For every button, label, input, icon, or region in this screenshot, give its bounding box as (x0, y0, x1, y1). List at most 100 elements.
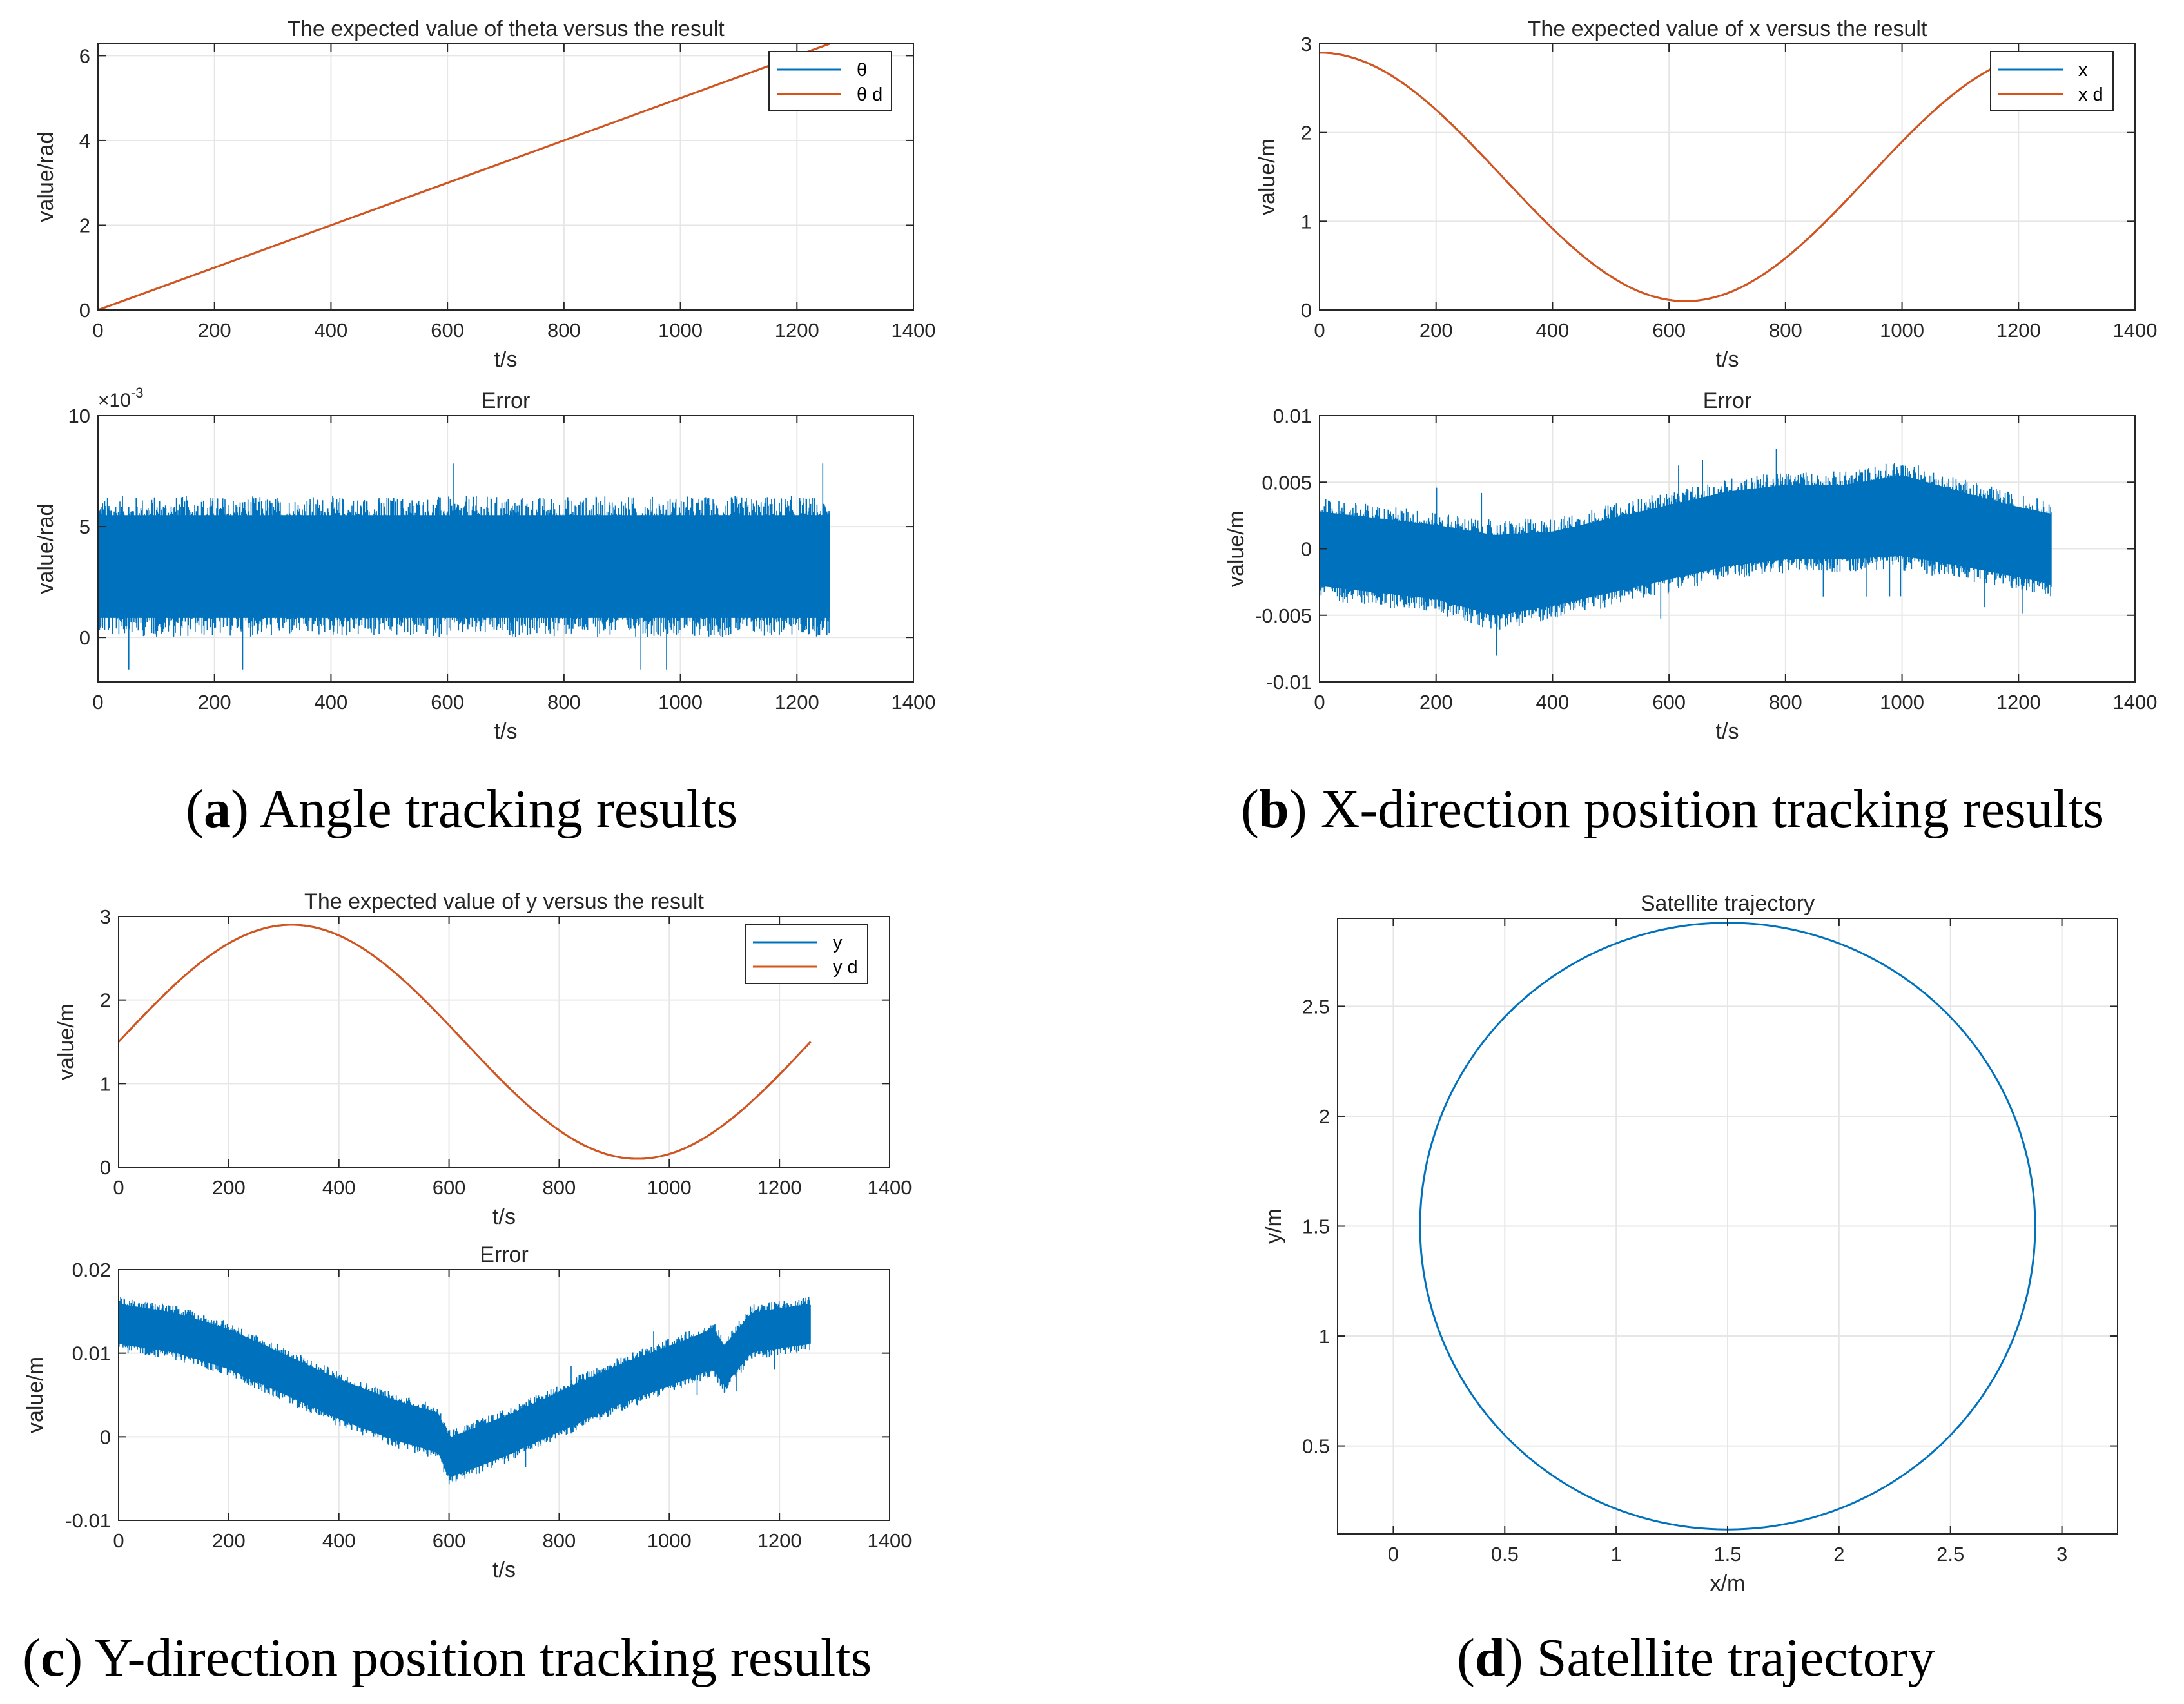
x-tick-label: 1400 (2113, 319, 2158, 342)
x-tick-label: 1000 (647, 1176, 692, 1199)
y-axis-label: value/m (54, 1003, 79, 1080)
x-tick-label: 1000 (658, 319, 703, 342)
legend-label-1: θ d (857, 84, 882, 105)
x-tick-label: 400 (315, 691, 348, 713)
x-tick-label: 1200 (1996, 319, 2041, 342)
y-tick-label: 0 (1301, 538, 1312, 561)
y-axis-label: value/m (1224, 510, 1249, 587)
axes-box (97, 43, 914, 311)
x-tick-label: 200 (198, 319, 231, 342)
x-tick-label: 200 (1419, 691, 1453, 713)
y-tick-label: 2 (1301, 122, 1312, 144)
x-tick-label: 800 (547, 691, 581, 713)
legend: θ θ d (768, 51, 892, 111)
x-tick-label: 800 (1769, 319, 1802, 342)
x-axis-label: t/s (492, 1558, 516, 1582)
y-tick-label: 6 (79, 44, 90, 67)
x-tick-label: 600 (1652, 691, 1686, 713)
x-tick-label: 200 (1419, 319, 1453, 342)
y-tick-label: 0 (100, 1156, 111, 1179)
x-axis-label: t/s (1716, 347, 1739, 372)
x-tick-label: 1400 (868, 1529, 912, 1552)
caption-a-letter: a (204, 779, 231, 839)
legend-label-0: y (833, 933, 843, 953)
x-tick-label: 0 (1314, 319, 1325, 342)
x-tick-label: 1200 (757, 1529, 802, 1552)
data-layer (1320, 449, 2052, 656)
y-tick-label: 2 (79, 214, 90, 237)
y-tick-label: 0 (79, 299, 90, 322)
x-tick-label: 400 (322, 1529, 356, 1552)
chart-title: Satellite trajectory (1641, 891, 1815, 916)
y-tick-label: 10 (68, 405, 90, 427)
x-tick-label: 1000 (658, 691, 703, 713)
y-tick-label: 0 (79, 626, 90, 649)
x-axis-label: t/s (494, 347, 518, 372)
error-series-line (98, 463, 830, 670)
legend: x x d (1990, 51, 2114, 111)
axes-box (118, 1269, 890, 1521)
chart-title: Error (482, 389, 531, 413)
axes-box (1319, 43, 2136, 311)
chart-title: The expected value of theta versus the r… (287, 17, 725, 41)
caption-c-letter: c (41, 1628, 64, 1688)
series-line-1 (1320, 52, 2052, 302)
caption-c: (c) Y-direction position tracking result… (23, 1628, 872, 1688)
chart-d: 0 0.5 1 1.5 2 2.5 3 0.5 1 1.5 2 2.5 Satellite trajec… (1262, 891, 2118, 1596)
y-tick-label: 0 (100, 1426, 111, 1448)
data-layer (119, 924, 812, 1160)
legend-box (768, 51, 892, 111)
x-tick-label: 400 (1536, 691, 1570, 713)
x-tick-label: 1200 (775, 691, 819, 713)
x-tick-label: 0 (1314, 691, 1325, 713)
x-axis-label: t/s (1716, 719, 1739, 744)
data-layer (98, 463, 830, 670)
axes-box (97, 415, 914, 683)
y-tick-label: 1 (1301, 210, 1312, 233)
x-axis-label: t/s (492, 1205, 516, 1229)
x-tick-label: 1200 (775, 319, 819, 342)
y-tick-label: 2.5 (1302, 995, 1330, 1018)
data-layer (119, 1297, 811, 1485)
y-axis-label: value/m (1255, 139, 1280, 215)
x-tick-label: 3 (2056, 1543, 2067, 1565)
y-tick-label: 1.5 (1302, 1215, 1330, 1238)
x-tick-label: 0.5 (1491, 1543, 1519, 1565)
x-tick-label: 800 (1769, 691, 1802, 713)
x-tick-label: 200 (212, 1176, 246, 1199)
x-tick-label: 600 (431, 691, 464, 713)
axes-box (118, 916, 890, 1168)
y-tick-label: 5 (79, 516, 90, 538)
x-tick-label: 1400 (2113, 691, 2158, 713)
x-tick-label: 200 (212, 1529, 246, 1552)
data-layer (1320, 52, 2052, 302)
y-tick-label: 3 (100, 905, 111, 928)
x-tick-label: 800 (543, 1176, 576, 1199)
legend-box (745, 924, 868, 984)
y-axis-label: value/rad (34, 132, 58, 222)
x-axis-label: x/m (1710, 1571, 1746, 1596)
chart-b2: 0 200 400 600 800 1000 1200 1400 -0.01 -0.005 0 0.0… (1224, 389, 2157, 744)
caption-d: (d) Satellite trajectory (1457, 1628, 1935, 1688)
x-tick-label: 1400 (892, 691, 936, 713)
x-tick-label: 600 (1652, 319, 1686, 342)
legend-label-1: y d (833, 957, 858, 978)
y-axis-label: value/m (23, 1357, 48, 1433)
x-tick-label: 0 (113, 1176, 124, 1199)
x-tick-label: 1200 (757, 1176, 802, 1199)
y-axis-label: y/m (1262, 1208, 1286, 1244)
x-tick-label: 800 (547, 319, 581, 342)
x-tick-label: 0 (92, 691, 103, 713)
x-tick-label: 1000 (1880, 319, 1924, 342)
y-tick-label: 0.005 (1262, 471, 1312, 494)
x-tick-label: 400 (1536, 319, 1570, 342)
exponent-label: ×10-3 (98, 385, 143, 411)
data-layer (1419, 922, 2036, 1531)
series-line-1 (119, 924, 812, 1160)
x-tick-label: 1400 (868, 1176, 912, 1199)
x-tick-label: 1 (1611, 1543, 1622, 1565)
x-tick-label: 1000 (1880, 691, 1924, 713)
trajectory-line (1419, 922, 2036, 1531)
